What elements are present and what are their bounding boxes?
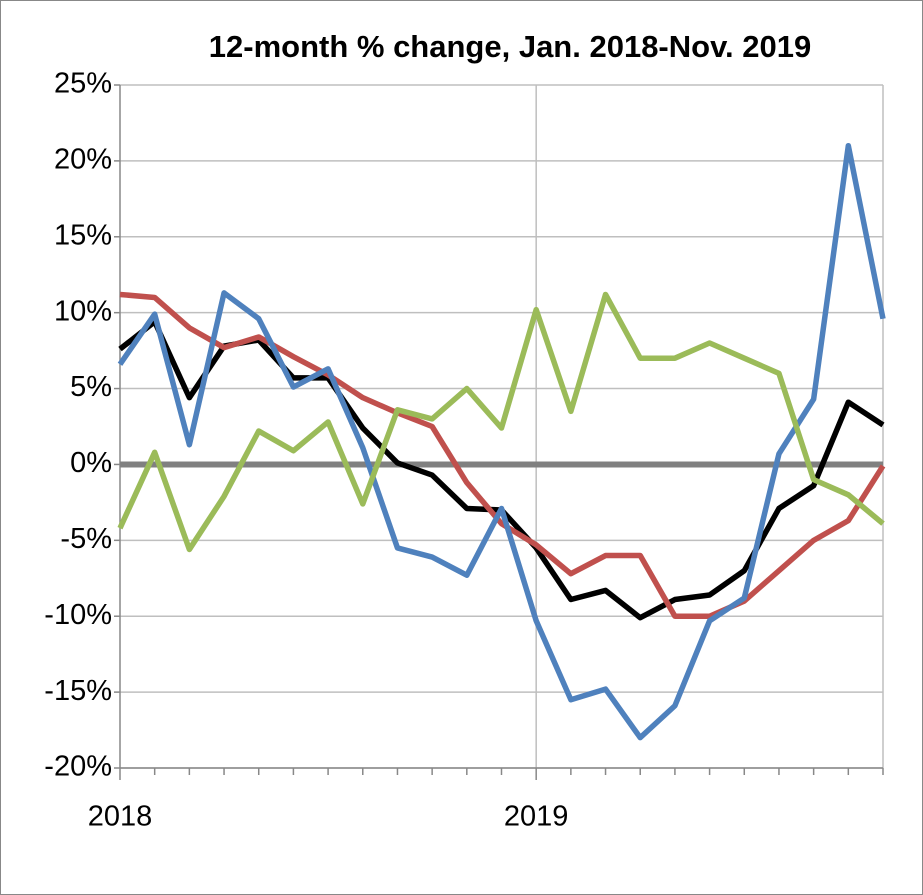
y-tick-label: -10% <box>44 599 112 631</box>
y-tick-label: 10% <box>54 295 112 327</box>
y-tick-label: 5% <box>70 371 112 403</box>
y-tick-label: 25% <box>54 68 112 100</box>
chart-title: 12-month % change, Jan. 2018-Nov. 2019 <box>209 29 811 64</box>
series-line <box>117 291 885 553</box>
y-tick-label: -20% <box>44 751 112 783</box>
series-line <box>117 142 886 741</box>
y-tick-label: -15% <box>44 675 112 707</box>
y-tick-label: 0% <box>70 447 112 479</box>
x-tick-label: 2018 <box>88 801 153 833</box>
y-tick-label: 20% <box>54 144 112 176</box>
x-tick-label: 2019 <box>504 801 569 833</box>
y-tick-label: -5% <box>60 523 112 555</box>
series-line <box>119 291 886 619</box>
y-tick-label: 15% <box>54 219 112 251</box>
